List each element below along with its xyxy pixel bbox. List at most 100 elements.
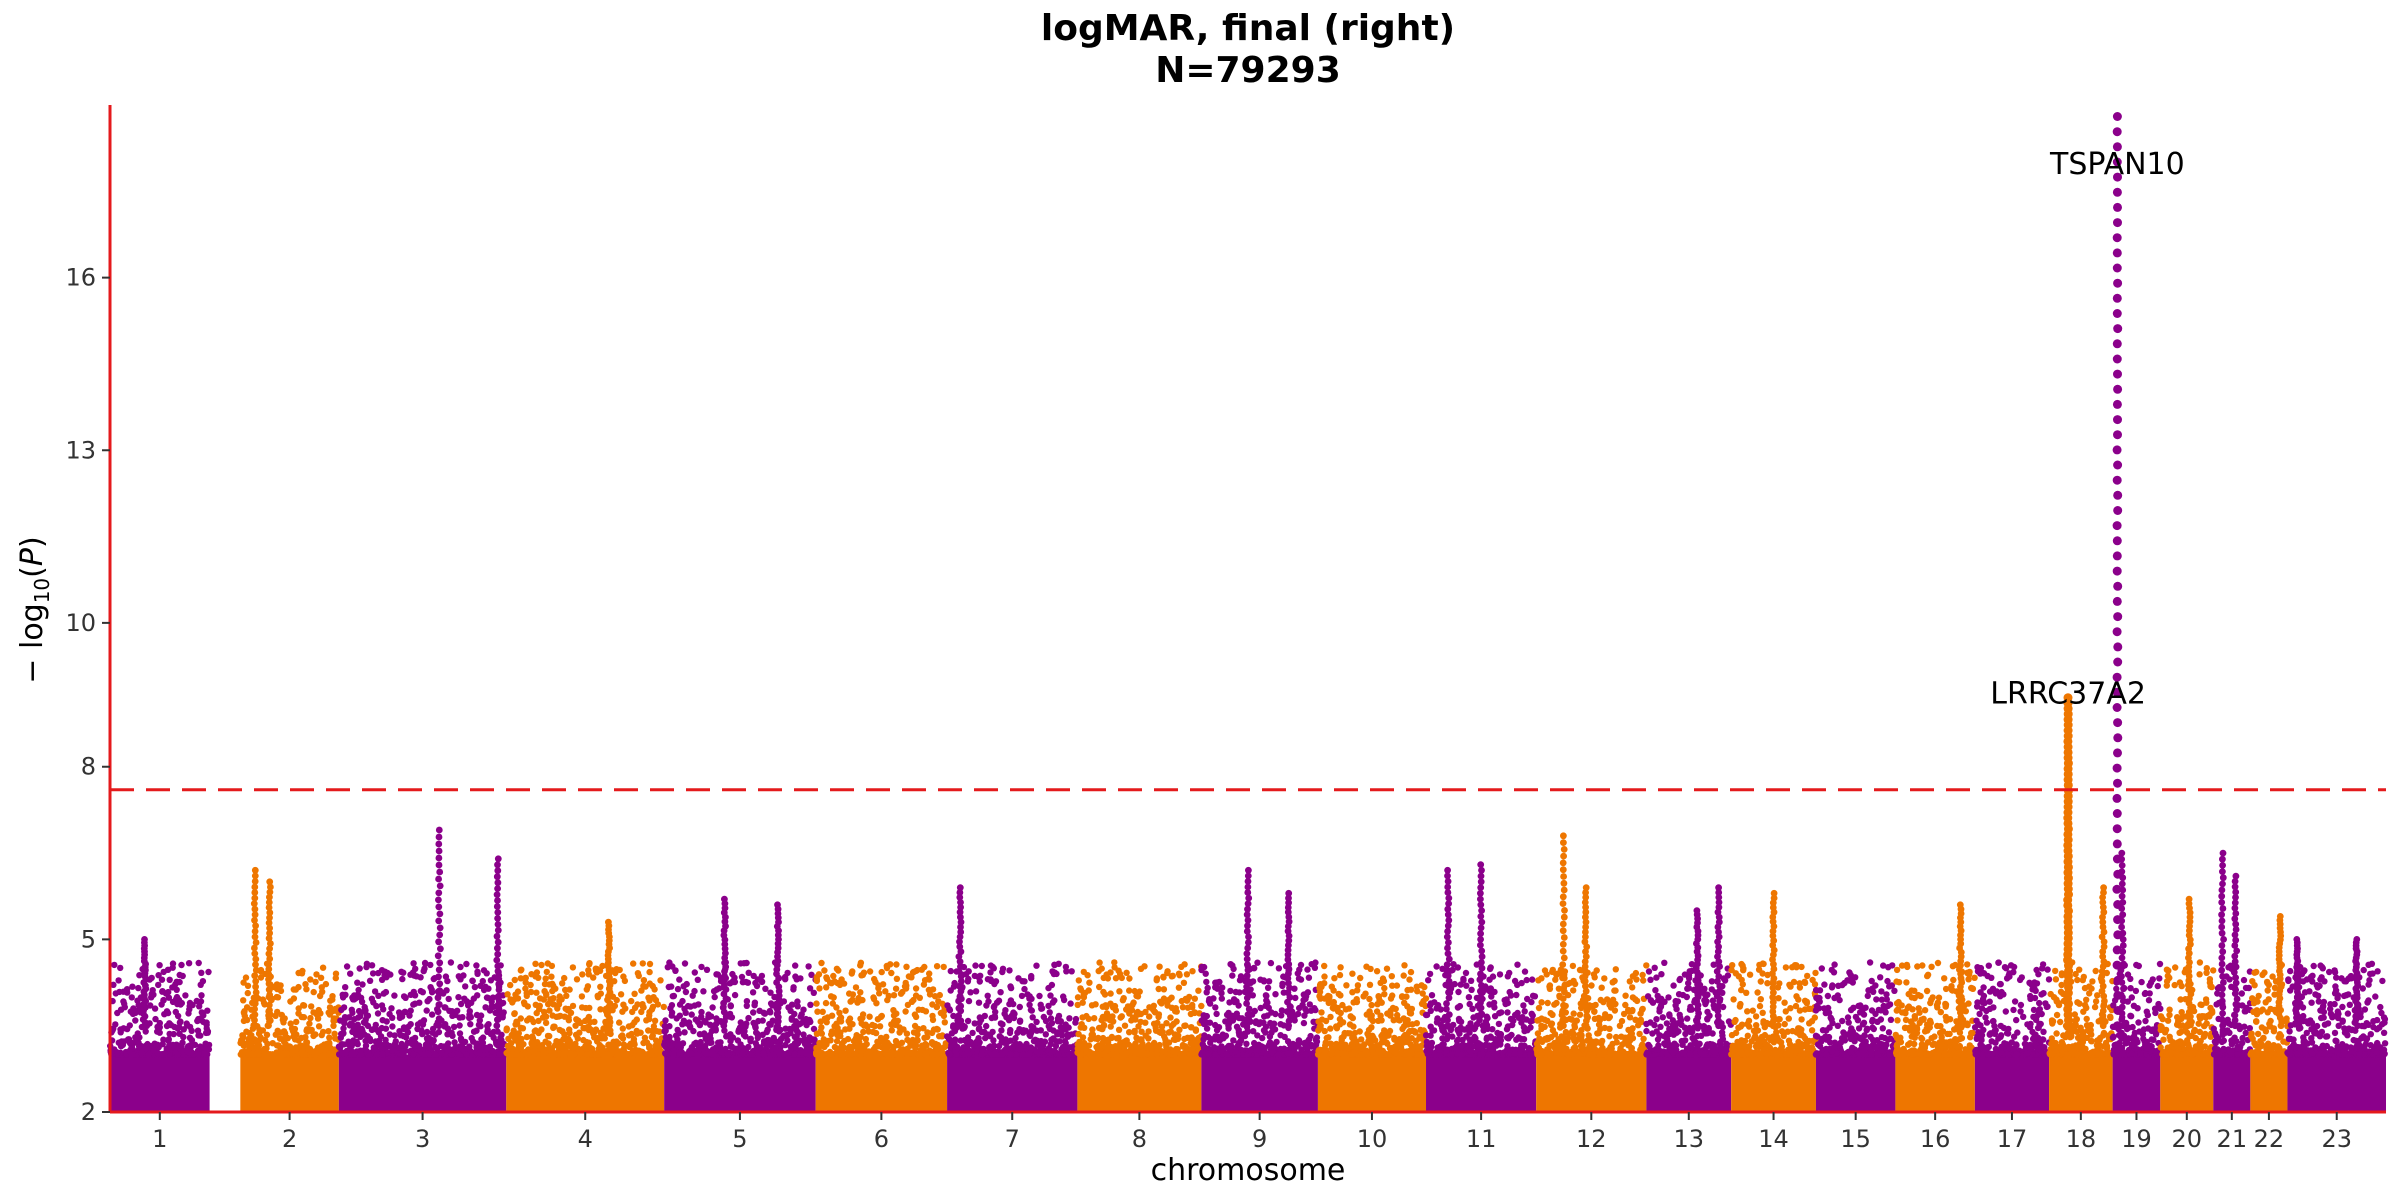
data-point	[348, 1051, 355, 1058]
data-point	[467, 1020, 474, 1028]
data-point	[798, 1011, 805, 1018]
data-point	[155, 972, 162, 979]
data-point	[414, 1021, 422, 1028]
data-point	[1148, 1045, 1155, 1052]
chromosome-points-1	[107, 959, 213, 1112]
data-point	[155, 981, 162, 989]
data-point	[1010, 1009, 1017, 1016]
data-point	[136, 1034, 143, 1041]
data-point	[933, 1003, 941, 1011]
data-point	[178, 1047, 185, 1054]
data-point	[1055, 1050, 1062, 1058]
data-point	[343, 963, 351, 970]
data-point	[1396, 1017, 1403, 1024]
data-point	[691, 969, 698, 976]
data-point	[1008, 1051, 1015, 1058]
data-point	[1297, 961, 1305, 969]
data-point	[295, 1005, 302, 1012]
data-point	[339, 994, 347, 1001]
data-point	[1007, 984, 1015, 992]
data-point	[998, 1051, 1006, 1058]
data-point	[947, 967, 954, 975]
data-point	[474, 970, 481, 977]
data-point	[793, 1032, 800, 1040]
data-point	[1155, 1013, 1162, 1021]
data-point	[821, 967, 828, 974]
data-point	[573, 976, 581, 983]
data-point	[625, 1023, 633, 1030]
data-point	[412, 965, 419, 972]
data-point	[1357, 974, 1364, 982]
data-point	[842, 1007, 849, 1014]
data-point	[431, 1050, 439, 1058]
data-point	[978, 1028, 986, 1036]
data-point	[746, 1051, 754, 1058]
data-point	[993, 999, 1001, 1006]
data-point	[1304, 966, 1311, 973]
data-point	[369, 970, 377, 977]
data-point	[451, 1039, 458, 1046]
data-point	[1401, 999, 1408, 1006]
data-point	[477, 1012, 485, 1019]
data-point	[117, 964, 124, 972]
data-point	[538, 1042, 546, 1049]
data-point	[310, 988, 317, 996]
data-point	[613, 1049, 621, 1056]
data-point	[573, 1016, 580, 1023]
data-point	[1027, 1029, 1035, 1037]
data-point	[202, 1040, 209, 1047]
data-point	[1119, 997, 1127, 1004]
data-point	[307, 1014, 314, 1022]
data-point	[329, 996, 336, 1003]
data-point	[1403, 1032, 1411, 1040]
data-point	[341, 1050, 349, 1057]
data-point	[620, 1050, 627, 1058]
data-point	[1181, 961, 1188, 968]
data-point	[1395, 1051, 1402, 1058]
data-point	[983, 1002, 990, 1009]
data-point	[290, 1033, 297, 1040]
data-point	[1212, 1021, 1219, 1029]
data-point	[1095, 967, 1102, 975]
data-point	[1121, 1022, 1129, 1029]
data-point	[186, 1045, 193, 1053]
data-point	[395, 1009, 403, 1016]
data-point	[354, 1041, 361, 1048]
data-point	[419, 1030, 426, 1038]
data-point	[728, 1014, 736, 1021]
data-point	[1181, 1035, 1188, 1043]
data-point	[411, 1042, 418, 1050]
data-point	[1116, 988, 1123, 995]
data-point	[533, 969, 541, 976]
data-point	[564, 1039, 571, 1046]
data-point	[646, 960, 654, 968]
data-point	[1315, 1047, 1323, 1054]
data-point	[1363, 1047, 1370, 1054]
data-point	[522, 985, 529, 992]
data-point	[456, 1022, 463, 1029]
data-point	[1257, 1004, 1264, 1012]
data-point	[182, 992, 189, 999]
data-point	[562, 986, 569, 994]
data-point	[197, 998, 205, 1005]
data-point	[987, 969, 994, 976]
point-band	[240, 1054, 339, 1112]
data-point	[404, 1029, 412, 1036]
data-point	[1229, 1012, 1236, 1019]
data-point	[870, 995, 878, 1003]
data-point	[1388, 973, 1396, 980]
data-point	[639, 960, 646, 967]
data-point	[244, 989, 251, 997]
data-point	[1123, 969, 1130, 976]
data-point	[340, 1004, 348, 1011]
data-point	[378, 1045, 385, 1052]
data-point	[165, 1036, 172, 1043]
data-point	[1339, 1001, 1346, 1009]
chromosome-points-5	[661, 959, 819, 1112]
point-band	[664, 1054, 816, 1112]
data-point	[519, 1025, 527, 1032]
data-point	[1414, 988, 1421, 995]
point-band	[506, 1054, 665, 1112]
data-point	[1169, 972, 1177, 979]
data-point	[1347, 1013, 1354, 1020]
